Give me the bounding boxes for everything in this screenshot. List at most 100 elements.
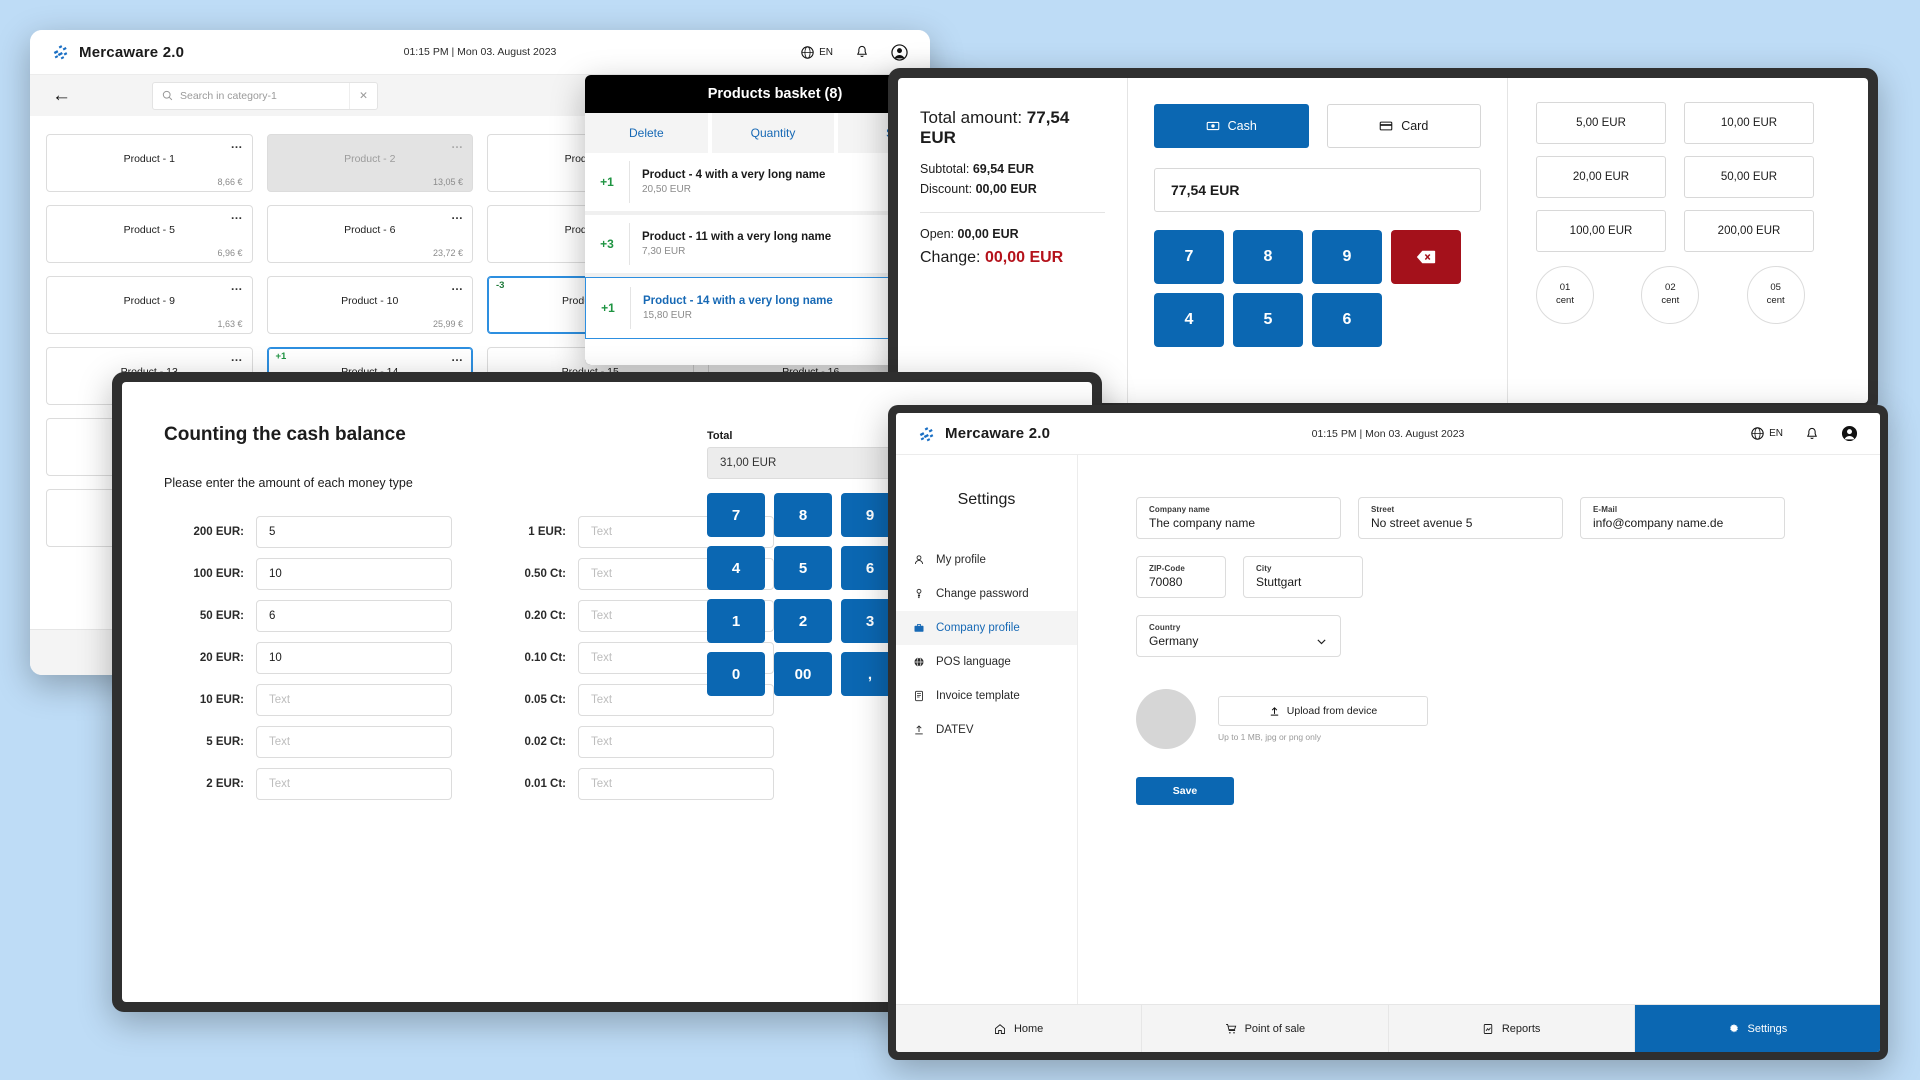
settings-item-change-password[interactable]: Change password [896,577,1077,611]
upload-from-device-button[interactable]: Upload from device [1218,696,1428,726]
cash-denomination-input[interactable]: Text [578,768,774,800]
cash-keypad-key-4[interactable]: 4 [707,546,765,590]
payment-method-card[interactable]: Card [1326,104,1481,148]
cash-keypad-key-5[interactable]: 5 [774,546,832,590]
cash-denomination-input[interactable]: 10 [256,558,452,590]
settings-bottom-nav: Home Point of sale Reports Settings [896,1004,1880,1052]
product-quantity-badge: -3 [496,280,505,291]
notifications-button[interactable] [1805,427,1819,441]
product-menu-icon[interactable]: … [451,208,464,222]
settings-item-invoice-template[interactable]: Invoice template [896,679,1077,713]
settings-item-my-profile[interactable]: My profile [896,543,1077,577]
cash-denomination-input[interactable]: Text [256,684,452,716]
settings-nav-point-of-sale[interactable]: Point of sale [1142,1005,1389,1052]
cash-denomination-input[interactable]: Text [256,726,452,758]
basket-item[interactable]: +3 Product - 11 with a very long name 7,30… [585,215,965,277]
keypad-key-5[interactable]: 5 [1233,293,1303,347]
field-e-mail[interactable]: E-Mail info@company name.de [1580,497,1785,539]
cash-denomination-input[interactable]: Text [578,726,774,758]
product-card[interactable]: … Product - 1 8,66 € [46,134,253,192]
mercaware-logo-icon [52,42,72,62]
keypad-key-9[interactable]: 9 [1312,230,1382,284]
denomination-button[interactable]: 200,00 EUR [1684,210,1814,252]
settings-item-pos-language[interactable]: POS language [896,645,1077,679]
cash-denomination-input[interactable]: Text [578,642,774,674]
language-switcher[interactable]: EN [1751,427,1783,440]
settings-item-company-profile[interactable]: Company profile [896,611,1077,645]
keypad-key-4[interactable]: 4 [1154,293,1224,347]
field-zip-code[interactable]: ZIP-Code 70080 [1136,556,1226,598]
keypad-backspace[interactable] [1391,230,1461,284]
search-clear-icon[interactable]: ✕ [349,82,377,109]
settings-nav-settings[interactable]: Settings [1634,1005,1880,1052]
country-select[interactable]: Country Germany [1136,615,1341,657]
cash-denomination-row: 10 EUR: Text [152,684,452,716]
cash-keypad-key-0[interactable]: 0 [707,652,765,696]
cash-keypad-key-7[interactable]: 7 [707,493,765,537]
keypad-key-7[interactable]: 7 [1154,230,1224,284]
coin-button[interactable]: 05 cent [1746,266,1805,324]
product-menu-icon[interactable]: … [451,350,464,364]
field-label: Street [1371,505,1395,514]
product-card[interactable]: … Product - 9 1,63 € [46,276,253,334]
denomination-button[interactable]: 100,00 EUR [1536,210,1666,252]
denomination-button[interactable]: 10,00 EUR [1684,102,1814,144]
cash-keypad-key-2[interactable]: 2 [774,599,832,643]
product-card[interactable]: … Product - 2 13,05 € [266,134,473,192]
product-menu-icon[interactable]: … [230,208,244,222]
field-city[interactable]: City Stuttgart [1243,556,1363,598]
basket-item[interactable]: +1 Product - 4 with a very long name 20,50… [585,153,965,215]
product-menu-icon[interactable]: … [230,137,244,151]
basket-item-quantity: +1 [600,175,614,189]
settings-nav-reports[interactable]: Reports [1388,1005,1635,1052]
cash-denomination-input[interactable]: Text [578,516,774,548]
cash-denomination-input[interactable]: 10 [256,642,452,674]
cash-denomination-input[interactable]: Text [578,600,774,632]
basket-tool-quantity[interactable]: Quantity [712,113,839,153]
cash-denomination-label: 0.20 Ct: [524,610,566,622]
basket-item[interactable]: +1 Product - 14 with a very long name 15,8… [585,277,965,339]
product-card[interactable]: … Product - 10 25,99 € [266,276,473,334]
denomination-button[interactable]: 20,00 EUR [1536,156,1666,198]
coin-button[interactable]: 01 cent [1536,266,1594,324]
user-account-button[interactable] [1841,425,1858,442]
cash-denomination-input[interactable]: 5 [256,516,452,548]
save-button[interactable]: Save [1136,777,1234,805]
coin-button[interactable]: 02 cent [1641,266,1700,324]
user-account-button[interactable] [891,43,908,61]
cash-keypad-key-1[interactable]: 1 [707,599,765,643]
back-arrow-icon[interactable]: ← [52,85,71,106]
open-label: Open: [920,227,955,241]
cash-denomination-input[interactable]: Text [256,768,452,800]
cash-denomination-label: 50 EUR: [199,610,244,622]
language-switcher[interactable]: EN [801,45,833,59]
field-label: Company name [1149,505,1210,514]
search-input[interactable]: Search in category-1 ✕ [152,81,378,110]
settings-item-datev[interactable]: DATEV [896,713,1077,747]
cash-keypad-key-8[interactable]: 8 [774,493,832,537]
keypad-key-6[interactable]: 6 [1312,293,1382,347]
notifications-button[interactable] [855,45,869,59]
product-menu-icon[interactable]: … [230,279,244,293]
cash-denomination-input[interactable]: 6 [256,600,452,632]
product-card[interactable]: … Product - 5 6,96 € [46,205,253,263]
keypad-key-8[interactable]: 8 [1233,230,1303,284]
settings-nav-home[interactable]: Home [896,1005,1143,1052]
cash-denomination-row: 20 EUR: 10 [152,642,452,674]
product-menu-icon[interactable]: … [451,137,464,151]
cash-denomination-input[interactable]: Text [578,684,774,716]
cash-keypad-key-00[interactable]: 00 [774,652,832,696]
product-menu-icon[interactable]: … [451,279,464,293]
search-placeholder: Search in category-1 [180,89,277,102]
product-card[interactable]: … Product - 6 23,72 € [266,205,473,263]
basket-tool-delete[interactable]: Delete [585,113,712,153]
cash-denomination-input[interactable]: Text [578,558,774,590]
field-street[interactable]: Street No street avenue 5 [1358,497,1563,539]
denomination-button[interactable]: 5,00 EUR [1536,102,1666,144]
payment-amount-input[interactable]: 77,54 EUR [1154,168,1481,212]
payment-method-cash[interactable]: Cash [1154,104,1309,148]
field-company-name[interactable]: Company name The company name [1136,497,1341,539]
product-menu-icon[interactable]: … [230,350,244,364]
product-name: Product - 2 [344,153,396,165]
denomination-button[interactable]: 50,00 EUR [1684,156,1814,198]
